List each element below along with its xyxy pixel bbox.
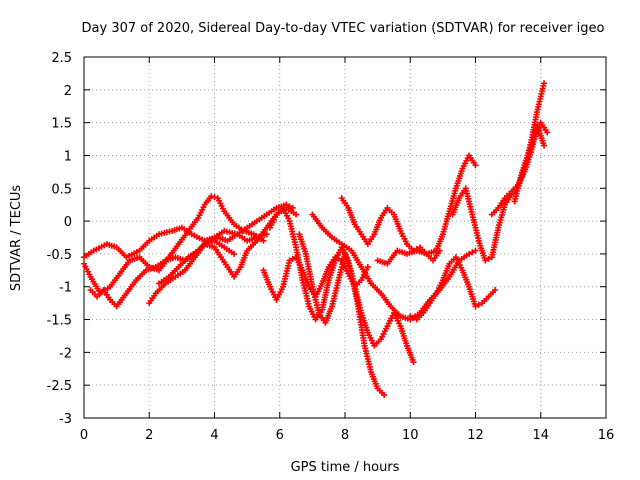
data-point-marker xyxy=(541,142,548,149)
x-tick-label: 8 xyxy=(341,428,349,443)
data-point-marker xyxy=(410,314,417,321)
data-point-marker xyxy=(472,247,479,254)
data-point-marker xyxy=(208,193,215,200)
grid xyxy=(84,57,606,418)
y-tick-label: -2 xyxy=(59,346,72,361)
y-tick-label: 0 xyxy=(64,215,72,230)
data-point-marker xyxy=(410,359,417,366)
data-point-marker xyxy=(286,203,293,210)
x-axis-label: GPS time / hours xyxy=(291,460,400,475)
data-point-marker xyxy=(541,80,548,87)
data-point-marker xyxy=(544,129,551,136)
series-arc-13 xyxy=(449,80,548,264)
x-axis-ticks: 0 2 4 6 8 10 12 14 16 xyxy=(80,57,614,443)
data-point-marker xyxy=(475,301,482,308)
data-point-marker xyxy=(472,303,479,310)
data-point-marker xyxy=(289,255,296,262)
data-point-marker xyxy=(289,204,296,211)
y-tick-label: -2.5 xyxy=(47,379,72,394)
x-tick-label: 2 xyxy=(145,428,153,443)
y-tick-label: 0.5 xyxy=(51,182,72,197)
data-point-marker xyxy=(211,194,218,201)
x-tick-label: 0 xyxy=(80,428,88,443)
series-arc-2 xyxy=(81,193,267,297)
data-point-marker xyxy=(293,211,300,218)
x-tick-label: 6 xyxy=(276,428,284,443)
y-tick-label: -0.5 xyxy=(47,248,72,263)
data-point-marker xyxy=(465,250,472,257)
series-arc-5 xyxy=(156,201,296,287)
data-markers xyxy=(81,80,551,399)
series-arc-12 xyxy=(407,254,499,323)
y-axis-ticks: -3 -2.5 -2 -1.5 -1 -0.5 0 0.5 1 1.5 2 2.5 xyxy=(47,51,606,427)
series-arc-14 xyxy=(488,122,548,218)
y-tick-label: -1 xyxy=(59,281,72,296)
data-point-marker xyxy=(283,201,290,208)
data-point-marker xyxy=(492,287,499,294)
data-point-marker xyxy=(364,264,371,271)
data-point-marker xyxy=(482,257,489,264)
y-axis-label: SDTVAR / TECUs xyxy=(9,185,24,292)
data-point-marker xyxy=(472,162,479,169)
x-tick-label: 14 xyxy=(532,428,549,443)
data-point-marker xyxy=(469,249,476,256)
x-tick-label: 10 xyxy=(402,428,419,443)
x-tick-label: 4 xyxy=(210,428,218,443)
y-tick-label: 2.5 xyxy=(51,51,72,66)
chart-title: Day 307 of 2020, Sidereal Day-to-day VTE… xyxy=(82,21,605,36)
y-tick-label: 1.5 xyxy=(51,117,72,132)
series-arc-7 xyxy=(266,204,417,366)
y-tick-label: -3 xyxy=(59,412,72,427)
data-point-marker xyxy=(260,237,267,244)
x-tick-label: 16 xyxy=(598,428,615,443)
data-point-marker xyxy=(381,392,388,399)
data-point-marker xyxy=(485,255,492,262)
data-point-marker xyxy=(286,257,293,264)
x-tick-label: 12 xyxy=(467,428,484,443)
series-arc-15 xyxy=(511,119,551,205)
series-arc-11 xyxy=(374,152,479,267)
y-tick-label: 2 xyxy=(64,84,72,99)
data-point-marker xyxy=(231,250,238,257)
y-tick-label: 1 xyxy=(64,149,72,164)
data-point-marker xyxy=(407,313,414,320)
series-arc-8 xyxy=(296,231,388,399)
y-tick-label: -1.5 xyxy=(47,314,72,329)
